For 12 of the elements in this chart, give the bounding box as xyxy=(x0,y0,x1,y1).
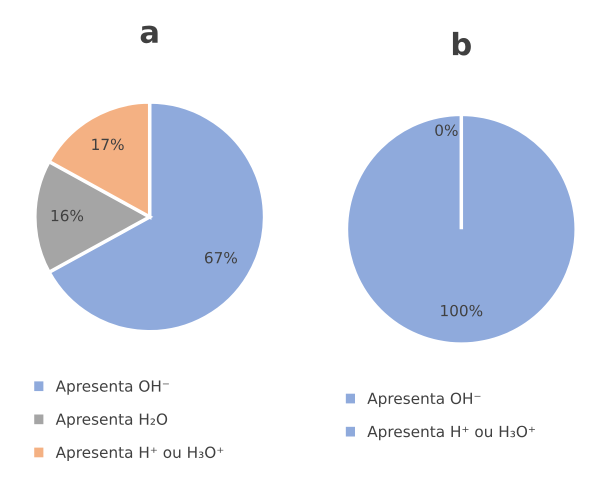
legend-label: Apresenta OH⁻ xyxy=(367,392,481,408)
legend-label: Apresenta OH⁻ xyxy=(56,380,169,395)
text: 0% xyxy=(435,124,458,136)
data-label: 67% xyxy=(204,252,238,264)
chart-title: b xyxy=(452,32,471,56)
legend-label: Apresenta H₂O xyxy=(56,413,168,428)
chart-title: a xyxy=(140,26,158,44)
data-label: 100% xyxy=(441,304,482,316)
legend-label: Apresenta H⁺ ou H₃O⁺ xyxy=(367,426,535,440)
legend-label: Apresenta H⁺ ou H₃O⁺ xyxy=(56,446,224,462)
data-label: 16% xyxy=(52,210,84,222)
data-label: 17% xyxy=(92,138,124,150)
